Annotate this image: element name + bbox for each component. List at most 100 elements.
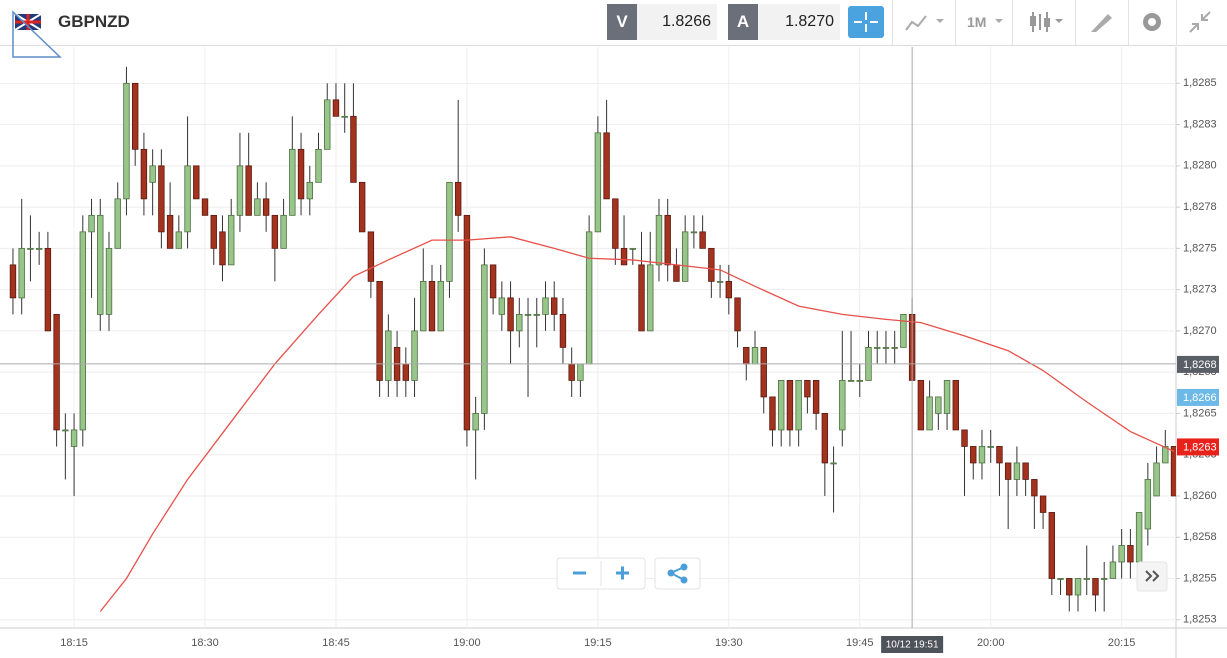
candle-body (1162, 446, 1169, 464)
candle-body (437, 280, 444, 332)
chart-type-button[interactable] (905, 15, 927, 31)
y-tick-label: 1,8270 (1183, 325, 1217, 337)
candle-body (1057, 578, 1064, 580)
candle-body (385, 330, 392, 381)
candle-body (105, 247, 113, 315)
candle-body (629, 247, 636, 250)
candle-body (18, 247, 25, 299)
candle-body (420, 280, 427, 332)
candle-body (690, 231, 698, 234)
candle-body (1083, 578, 1090, 580)
candle-body (804, 380, 811, 398)
candle-body (219, 231, 226, 266)
collapse-button[interactable] (1189, 11, 1211, 33)
candle-body (830, 462, 837, 465)
candle-body (987, 446, 994, 448)
candle-body (1074, 578, 1082, 596)
candle-body (114, 198, 121, 249)
candle-body (943, 380, 951, 414)
crosshair-x-label: 10/12 19:51 (886, 640, 939, 651)
candle-body (62, 429, 69, 432)
candle-body (699, 231, 706, 249)
candle-body (35, 247, 43, 250)
candle-body (900, 313, 907, 348)
y-tick-label: 1,8253 (1183, 614, 1217, 626)
candle-body (280, 214, 287, 249)
zoom-in[interactable] (616, 566, 629, 580)
price-marker (1177, 438, 1219, 456)
candle-body (708, 247, 715, 282)
share-button[interactable] (654, 557, 701, 590)
candle-body (79, 231, 87, 431)
candle-body (140, 148, 148, 200)
candle-body (1092, 578, 1099, 596)
x-tick-label: 18:45 (322, 637, 350, 649)
candle-body (1039, 495, 1047, 513)
scroll-end-button[interactable] (1136, 561, 1168, 592)
candle-body (847, 380, 855, 382)
candle-body (367, 231, 375, 282)
candle-body (306, 181, 313, 200)
moving-average (99, 236, 1175, 612)
candle-body (324, 99, 331, 150)
candle-body (681, 231, 689, 282)
draw-button[interactable] (1091, 14, 1112, 32)
candle-body (1118, 545, 1125, 563)
candle-body (245, 165, 252, 216)
candle-body (481, 264, 488, 414)
crosshair-x-box (881, 636, 944, 653)
candle-body (228, 214, 235, 266)
candle-body (996, 446, 1003, 464)
symbol: GBPNZD (58, 12, 130, 31)
candle-body (70, 429, 78, 447)
timeframe[interactable]: 1M (967, 14, 987, 30)
y-tick-label: 1,8285 (1183, 77, 1217, 89)
crosshair-y-label: 1,8268 (1183, 359, 1217, 371)
candle-body (812, 380, 820, 414)
candle-body (1066, 578, 1073, 596)
candle-body (891, 347, 898, 349)
candle-body (454, 181, 462, 216)
candle-body (44, 247, 52, 332)
candle-body (193, 165, 200, 200)
crosshair-button[interactable] (848, 6, 884, 38)
candle-body (839, 380, 846, 431)
candle-body (88, 214, 95, 233)
y-tick-label: 1,8280 (1183, 160, 1217, 172)
candle-body (777, 380, 785, 431)
candle-body (289, 148, 296, 216)
candle-body (446, 181, 453, 282)
crosshair-y-box (1177, 355, 1219, 373)
candle-body (978, 446, 986, 464)
candle-body (428, 280, 436, 332)
toolbar-icons (848, 6, 1211, 38)
candle-body (970, 446, 977, 464)
candle-body (123, 82, 130, 200)
candle-body (1109, 561, 1117, 579)
draw-tool[interactable] (12, 10, 62, 58)
y-tick-label: 1,8273 (1183, 284, 1217, 296)
candle-body (131, 82, 139, 150)
candle-body (97, 214, 104, 315)
candle-body (1153, 462, 1160, 497)
candle-body (725, 280, 733, 299)
candle-body (271, 214, 279, 249)
y-tick-label: 1,8278 (1183, 201, 1217, 213)
candle-body (821, 413, 829, 464)
x-tick-label: 19:00 (453, 637, 481, 649)
candle-body (760, 347, 767, 398)
candle-body (533, 313, 540, 316)
x-tick-label: 20:00 (977, 637, 1005, 649)
x-tick-label: 18:30 (191, 637, 219, 649)
candle-body (411, 330, 418, 381)
candle-body (961, 429, 968, 447)
sell-label[interactable]: V (607, 4, 637, 40)
buy-label[interactable]: A (728, 4, 758, 40)
candle-body (1144, 479, 1152, 530)
buy-price[interactable]: 1.8270 (758, 4, 840, 40)
sell-price[interactable]: 1.8266 (637, 4, 717, 40)
candle-body (297, 148, 305, 200)
y-tick-label: 1,8260 (1183, 490, 1217, 502)
